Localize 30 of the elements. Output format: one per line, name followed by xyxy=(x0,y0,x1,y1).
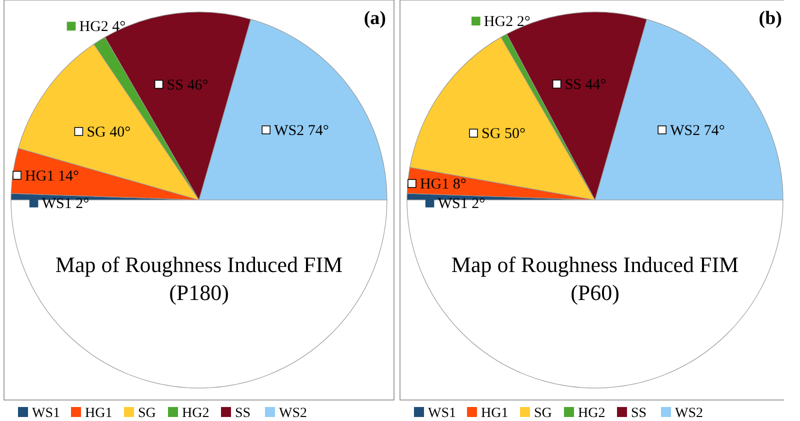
legend-label: WS1 xyxy=(428,406,456,421)
data-label: HG1 14° xyxy=(25,168,79,184)
data-label: HG1 8° xyxy=(420,176,466,192)
data-label: WS1 2° xyxy=(438,196,486,212)
chart-title: (b) xyxy=(758,8,782,29)
chart-title: (a) xyxy=(364,8,386,29)
legend-label: HG2 xyxy=(182,406,210,421)
legend-label: SG xyxy=(534,406,552,421)
legend-label: SG xyxy=(138,406,156,421)
data-label: HG2 4° xyxy=(79,19,126,36)
text: (P180) xyxy=(169,280,229,305)
legend-label: HG1 xyxy=(481,406,508,421)
data-label: WS2 74° xyxy=(670,122,725,139)
text: Map of Roughness Induced FIM xyxy=(451,252,739,277)
legend-label: WS1 xyxy=(32,406,60,421)
legend-label: HG2 xyxy=(578,406,606,421)
data-label: HG2 2° xyxy=(484,14,530,30)
data-label: SG 40° xyxy=(86,124,131,140)
legend-label: HG1 xyxy=(85,406,112,421)
text: (P60) xyxy=(570,280,620,305)
data-label: SG 50° xyxy=(482,126,526,142)
legend-label: SS xyxy=(235,406,251,421)
data-label: WS1 2° xyxy=(42,196,90,212)
legend-label: SS xyxy=(631,406,647,421)
legend-label: WS2 xyxy=(675,406,703,421)
text: Map of Roughness Induced FIM xyxy=(55,252,343,277)
data-label: SS 44° xyxy=(564,77,606,94)
data-label: WS2 74° xyxy=(274,122,329,139)
legend-label: WS2 xyxy=(279,406,307,421)
data-label: SS 46° xyxy=(166,77,208,94)
